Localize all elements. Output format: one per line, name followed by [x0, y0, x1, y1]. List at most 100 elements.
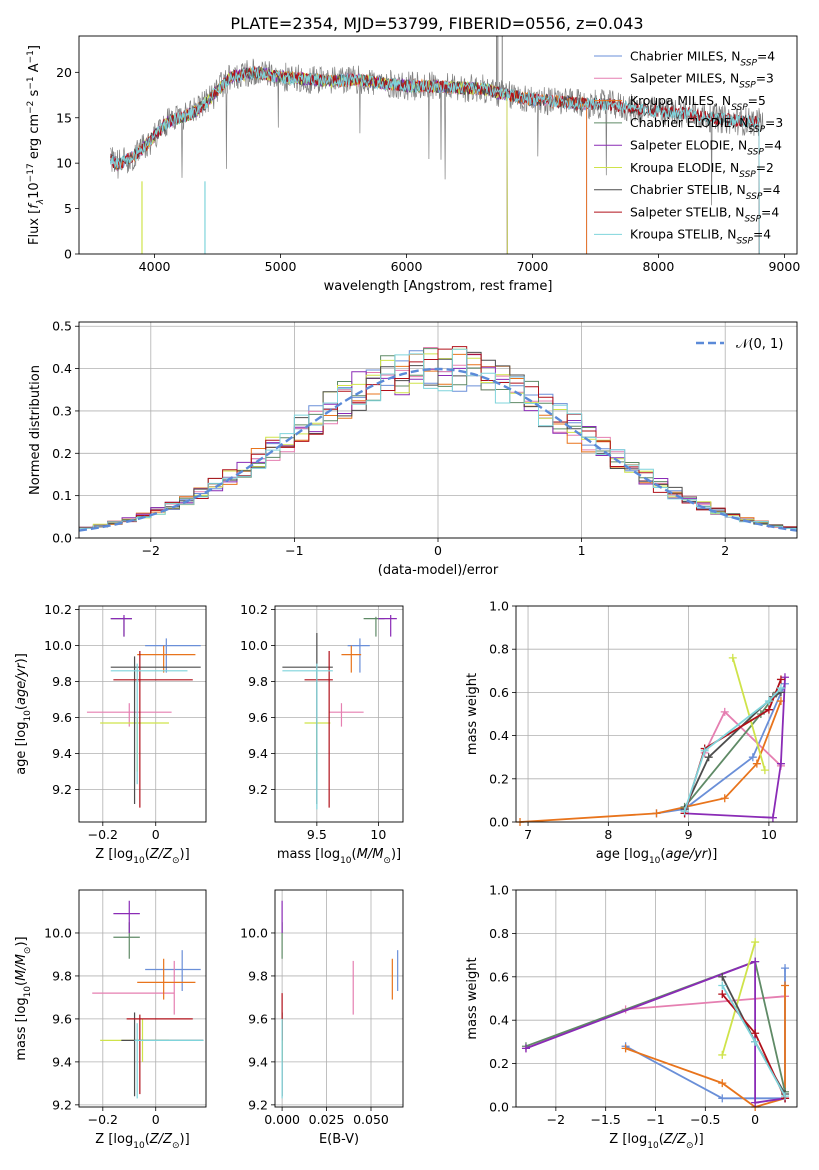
- series-marker-kroupa-miles: [718, 1079, 727, 1088]
- age-vs-mass-panel: 9.5 10 9.2 9.4 9.6 9.8 10.0 10.2 mass [log10(M/M…: [240, 602, 404, 866]
- errorbar-chabrier-elodie: [113, 922, 140, 959]
- series-line-salpeter-stelib: [721, 993, 786, 1099]
- figure-title: PLATE=2354, MJD=53799, FIBERID=0556, z=0…: [230, 14, 643, 33]
- errorbar-kroupa-miles: [137, 645, 196, 673]
- errorbar-chabrier-elodie: [110, 616, 132, 637]
- errorbar-chabrier-stelib: [282, 633, 333, 804]
- x-tick-label: 0.050: [353, 1112, 389, 1127]
- series-marker-chabrier-stelib: [704, 753, 713, 762]
- y-tick-label: 1.0: [489, 883, 509, 898]
- legend-label-salpeter-miles: Salpeter MILES, NSSP=3: [630, 72, 774, 91]
- x-tick-label: 7000: [517, 259, 549, 274]
- weight-vs-age-plot-area: [516, 653, 789, 826]
- y-tick-label: 0.2: [489, 1056, 509, 1071]
- age-vs-Z-panel: −0.2 0 9.2 9.4 9.6 9.8 10.0 10.2 Z [log10(Z/Z⊙)]…: [14, 602, 207, 866]
- x-tick-label: 10: [761, 827, 777, 842]
- model-spectrum-chabrier-elodie: [141, 66, 508, 254]
- series-marker-kroupa-stelib: [781, 1092, 790, 1101]
- errorbar-salpeter-miles: [92, 960, 175, 1015]
- spectrum-legend: Chabrier MILES, NSSP=4 Salpeter MILES, NS…: [594, 49, 783, 247]
- histogram-chabrier-stelib: [79, 351, 797, 529]
- x-tick-label: 7: [524, 827, 532, 842]
- residuals-plot-area: [79, 346, 797, 532]
- x-tick-label: −1.5: [591, 1112, 621, 1127]
- y-tick-label: 9.8: [248, 674, 268, 689]
- model-spectrum-kroupa-elodie: [141, 66, 508, 254]
- x-tick-label: −1: [646, 1112, 664, 1127]
- series-line-kroupa-elodie: [731, 657, 766, 771]
- y-axis-label: mass [log10(M/M⊙)]: [14, 936, 33, 1060]
- weight-vs-age-panel: 7 8 9 10 0.0 0.2 0.4 0.6 0.8 1.0 age [log10(age/yr…: [465, 599, 798, 866]
- legend-label-salpeter-elodie: Salpeter ELODIE, NSSP=4: [630, 139, 782, 158]
- x-tick-label: 0: [751, 1112, 759, 1127]
- age-vs-mass-plot-area: [282, 615, 397, 810]
- series-marker-kroupa-miles: [720, 794, 729, 803]
- plot-frame: [78, 605, 207, 823]
- model-spectrum-salpeter-elodie: [141, 65, 508, 254]
- errorbar-chabrier-elodie: [363, 616, 385, 637]
- series-line-kroupa-stelib: [683, 687, 782, 812]
- y-tick-label: 0.0: [489, 1100, 509, 1115]
- y-tick-label: 9.2: [248, 1097, 268, 1112]
- y-tick-label: 0.4: [489, 1013, 509, 1028]
- legend-label-normal: 𝒩(0, 1): [736, 337, 783, 352]
- plot-frame: [515, 605, 798, 823]
- errorbar-salpeter-elodie: [378, 615, 397, 637]
- series-marker-kroupa-miles: [781, 981, 790, 990]
- errorbar-salpeter-stelib: [304, 651, 333, 808]
- series-marker-chabrier-stelib: [718, 972, 727, 981]
- series-marker-kroupa-elodie: [751, 938, 760, 947]
- plot-frame: [274, 889, 404, 1108]
- y-tick-label: 20: [56, 65, 72, 80]
- y-tick-label: 9.8: [248, 968, 268, 983]
- y-tick-label: 0.2: [489, 771, 509, 786]
- errorbar-salpeter-miles: [329, 703, 364, 727]
- x-tick-label: 5000: [265, 259, 297, 274]
- y-tick-label: 9.8: [52, 674, 72, 689]
- y-tick-label: 1.0: [489, 599, 509, 614]
- y-tick-label: 10.0: [44, 925, 72, 940]
- x-tick-label: 0: [152, 1112, 160, 1127]
- x-axis-label: Z [log10(Z/Z⊙)]: [95, 847, 189, 866]
- x-axis-label: (data-model)/error: [378, 563, 499, 578]
- series-marker-chabrier-miles: [781, 964, 790, 973]
- y-tick-label: 0.6: [489, 969, 509, 984]
- errorbar-salpeter-stelib: [113, 651, 193, 808]
- series-line-salpeter-elodie: [684, 677, 786, 819]
- series-marker-kroupa-stelib: [718, 981, 727, 990]
- series-marker-salpeter-elodie: [521, 1044, 530, 1053]
- y-tick-label: 9.6: [52, 1011, 72, 1026]
- series-marker-salpeter-stelib: [751, 1029, 760, 1038]
- x-tick-label: 0.025: [309, 1112, 345, 1127]
- x-axis-label: age [log10(age/yr)]: [596, 847, 718, 866]
- series-marker-salpeter-elodie: [751, 1098, 760, 1107]
- y-axis-label: mass weight: [465, 957, 480, 1039]
- errorbar-chabrier-stelib: [110, 656, 201, 804]
- series-marker-kroupa-miles: [621, 1044, 630, 1053]
- y-tick-label: 9.2: [248, 782, 268, 797]
- y-tick-label: 0.5: [52, 319, 72, 334]
- x-axis-label: E(B-V): [319, 1132, 359, 1147]
- series-marker-kroupa-stelib: [751, 1037, 760, 1046]
- plot-frame: [515, 889, 798, 1108]
- y-tick-label: 9.2: [52, 782, 72, 797]
- x-tick-label: 0: [152, 827, 160, 842]
- x-tick-label: −0.2: [88, 1112, 118, 1127]
- y-tick-label: 5: [64, 201, 72, 216]
- legend-label-chabrier-elodie: Chabrier ELODIE, NSSP=3: [630, 116, 783, 135]
- errorbar-kroupa-stelib: [282, 663, 333, 810]
- series-marker-salpeter-stelib: [718, 990, 727, 999]
- series-marker-salpeter-elodie: [780, 673, 789, 682]
- weight-vs-Z-plot-area: [521, 938, 790, 1111]
- series-marker-salpeter-stelib: [776, 675, 785, 684]
- series-marker-kroupa-elodie: [760, 766, 769, 775]
- series-line-kroupa-elodie: [721, 941, 756, 1056]
- series-line-chabrier-miles: [656, 683, 786, 815]
- series-line-salpeter-stelib: [683, 679, 782, 814]
- errorbar-salpeter-stelib: [126, 1014, 193, 1095]
- errorbar-chabrier-stelib: [121, 1012, 204, 1097]
- legend-label-chabrier-miles: Chabrier MILES, NSSP=4: [630, 49, 775, 68]
- age-vs-Z-plot-area: [86, 615, 201, 808]
- plot-frame: [274, 605, 404, 823]
- errorbar-kroupa-elodie: [304, 717, 331, 772]
